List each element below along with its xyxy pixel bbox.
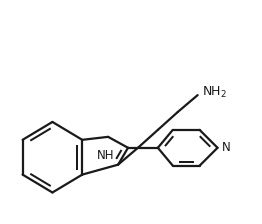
Text: NH: NH — [97, 149, 114, 162]
Text: N: N — [222, 141, 231, 154]
Text: NH$_2$: NH$_2$ — [201, 85, 227, 100]
